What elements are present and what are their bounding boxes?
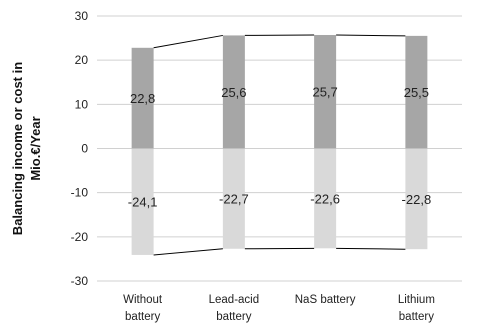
x-category-label: battery [399, 311, 434, 323]
y-axis-title-line: Balancing income or cost in [10, 62, 25, 235]
data-label: -22,8 [402, 192, 432, 207]
bars [132, 35, 428, 255]
x-category-labels: Without battery Lead-acid battery NaS batter… [123, 294, 435, 323]
y-tick-labels: 30 20 10 0 -10 -20 -30 [71, 9, 89, 288]
y-axis-title-line: Mio.€/Year [28, 116, 43, 180]
series-connector-lines [154, 35, 406, 255]
x-category-label: Lithium [398, 294, 435, 306]
x-category-label: Lead-acid [209, 294, 260, 306]
y-tick-label: 20 [75, 53, 89, 67]
data-label: -22,6 [310, 191, 340, 206]
data-label: 25,7 [312, 85, 337, 100]
x-category-label: battery [125, 311, 160, 323]
data-label: -22,7 [219, 192, 249, 207]
data-labels: 22,8 25,6 25,7 25,5 -24,1 -22,7 -22,6 -22,8 [128, 85, 431, 210]
y-tick-label: 30 [75, 9, 89, 23]
y-axis-title: Balancing income or cost in Mio.€/Year [10, 62, 43, 235]
y-tick-label: -30 [71, 274, 89, 288]
data-label: -24,1 [128, 195, 158, 210]
data-label: 25,5 [404, 85, 429, 100]
connector-line [336, 248, 405, 249]
connector-line [154, 35, 223, 47]
y-tick-label: 0 [81, 142, 88, 156]
y-tick-label: 10 [75, 97, 89, 111]
data-label: 25,6 [221, 85, 246, 100]
x-category-label: Without [123, 294, 163, 306]
x-category-label: battery [216, 311, 251, 323]
x-category-label: NaS battery [295, 294, 356, 306]
connector-line [336, 35, 405, 36]
connector-line [154, 249, 223, 255]
data-label: 22,8 [130, 91, 155, 106]
y-tick-label: -20 [71, 230, 89, 244]
y-tick-label: -10 [71, 186, 89, 200]
